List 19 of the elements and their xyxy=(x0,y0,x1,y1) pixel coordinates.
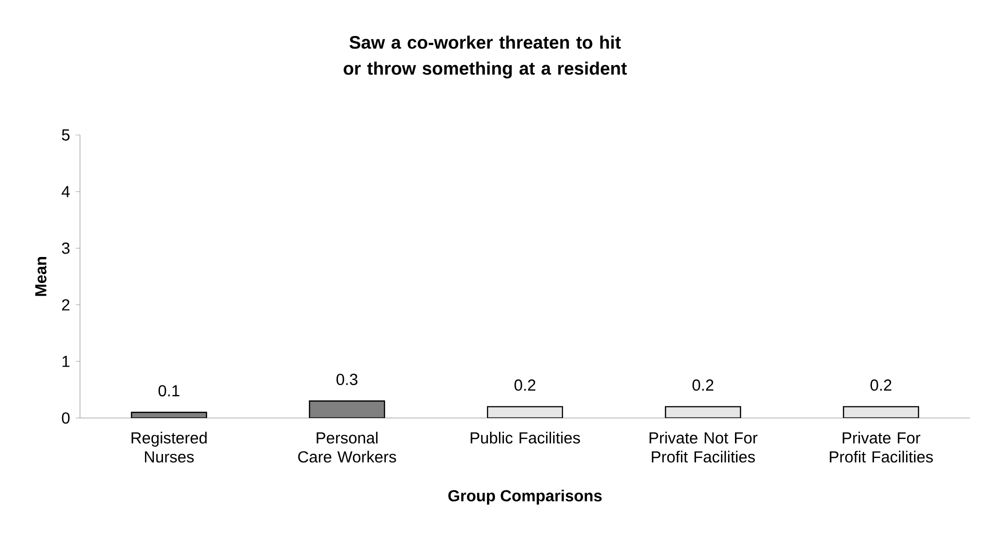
y-tick-label: 1 xyxy=(62,356,70,367)
x-tick-label: Registered Nurses xyxy=(132,432,207,463)
data-label: 0.2 xyxy=(692,379,714,391)
data-label: 0.3 xyxy=(336,374,358,386)
y-tick-label: 2 xyxy=(62,299,70,310)
y-tick-label: 3 xyxy=(62,242,70,254)
data-label: 0.2 xyxy=(514,379,536,391)
y-tick-label: 5 xyxy=(62,129,70,141)
chart-title: Saw a co-worker threaten to hit or throw something at a resident xyxy=(344,36,627,78)
x-tick-label: Public Facilities xyxy=(470,432,580,444)
x-tick-label: Private Not For Profit Facilities xyxy=(650,432,758,463)
y-axis-title: Mean xyxy=(35,257,46,296)
y-tick-label: 0 xyxy=(62,412,70,424)
data-label: 0.2 xyxy=(870,379,892,391)
x-axis-title: Group Comparisons xyxy=(448,490,602,505)
x-tick-label: Private For Profit Facilities xyxy=(830,432,933,463)
data-label: 0.1 xyxy=(158,385,180,396)
x-tick-label: Personal Care Workers xyxy=(298,432,396,463)
y-tick-label: 4 xyxy=(62,186,70,198)
